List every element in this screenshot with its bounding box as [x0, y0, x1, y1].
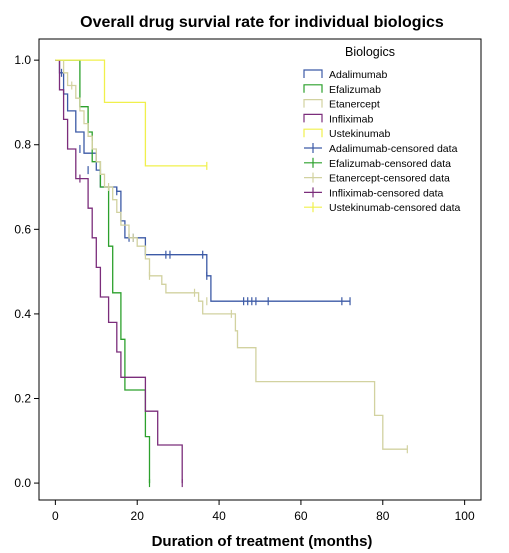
legend-label: Adalimumab: [329, 69, 388, 81]
x-tick-label: 0: [52, 509, 59, 523]
series-line-ustekinumab: [55, 59, 207, 167]
x-tick-label: 100: [455, 509, 475, 523]
legend-entry: Etanercept-censored data: [304, 172, 450, 185]
series-infliximab: [55, 59, 183, 488]
legend-label: Adalimumab-censored data: [329, 143, 458, 155]
y-tick-label: 0.2: [14, 391, 31, 405]
legend-swatch: [303, 99, 323, 108]
series-line-etanercept: [55, 59, 408, 450]
legend-label: Infliximab-censored data: [329, 187, 444, 199]
legend-swatch: [303, 84, 323, 93]
legend-entry: Ustekinumab-censored data: [304, 202, 460, 214]
x-tick-label: 60: [294, 509, 308, 523]
y-tick-label: 0.0: [14, 476, 31, 490]
legend-swatch: [303, 113, 323, 123]
legend-label: Efalizumab: [329, 84, 381, 96]
series-etanercept: [55, 59, 408, 454]
legend-entry: Infliximab-censored data: [304, 187, 444, 199]
series-layer: [55, 59, 408, 488]
legend-label: Ustekinumab: [329, 128, 390, 140]
x-tick-label: 20: [131, 509, 145, 523]
series-efalizumab: [55, 59, 151, 488]
legend-entry: Efalizumab-censored data: [304, 157, 451, 170]
chart-title: Overall drug survial rate for individual…: [80, 14, 444, 31]
legend-swatch: [303, 69, 323, 78]
legend-label: Etanercept: [329, 99, 380, 111]
legend: Biologics Adalimumab Efalizumab Etanercept I…: [303, 45, 460, 214]
legend-entry: Ustekinumab: [303, 128, 390, 140]
y-tick-label: 1.0: [14, 53, 31, 67]
legend-title: Biologics: [345, 45, 395, 59]
x-tick-label: 80: [376, 509, 390, 523]
x-axis-label: Duration of treatment (months): [152, 533, 373, 550]
legend-entry: Adalimumab-censored data: [304, 143, 458, 155]
legend-entry: Etanercept: [303, 99, 380, 111]
series-ustekinumab: [55, 59, 208, 170]
legend-label: Ustekinumab-censored data: [329, 202, 460, 214]
series-line-efalizumab: [55, 59, 151, 484]
y-axis-ticks: 0.0 0.2 0.4 0.6 0.8 1.0: [14, 53, 39, 490]
legend-entry: Infliximab: [303, 113, 374, 125]
y-tick-label: 0.6: [14, 222, 31, 236]
x-tick-label: 40: [212, 509, 226, 523]
legend-swatch: [303, 128, 323, 138]
legend-label: Etanercept-censored data: [329, 173, 450, 185]
y-tick-label: 0.4: [14, 307, 31, 321]
legend-label: Efalizumab-censored data: [329, 158, 451, 170]
x-axis-ticks: 0 20 40 60 80 100: [52, 500, 475, 523]
legend-entry: Efalizumab: [303, 84, 381, 96]
legend-entry: Adalimumab: [303, 69, 388, 81]
series-line-infliximab: [55, 59, 183, 484]
plot-frame: [38, 38, 482, 501]
legend-label: Infliximab: [329, 113, 374, 125]
y-tick-label: 0.8: [14, 138, 31, 152]
